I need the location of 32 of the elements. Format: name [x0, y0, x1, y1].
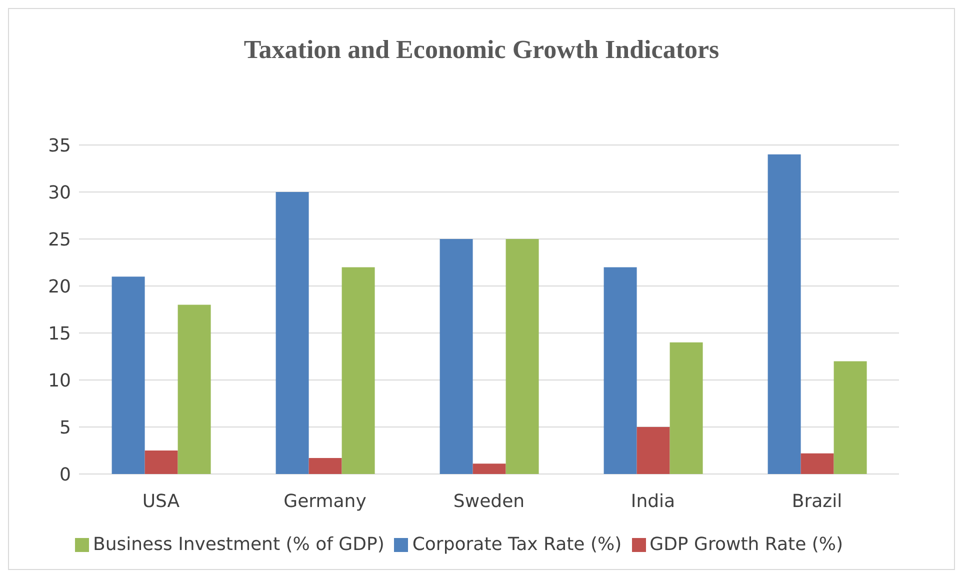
legend-label: Corporate Tax Rate (%) — [412, 534, 622, 555]
x-tick-label: Sweden — [453, 490, 525, 512]
y-tick-label: 35 — [48, 135, 71, 156]
x-tick-label: USA — [142, 490, 180, 512]
bar — [636, 427, 670, 474]
bar — [472, 464, 506, 474]
x-tick-label: India — [630, 490, 676, 512]
chart-title: Taxation and Economic Growth Indicators — [242, 35, 720, 66]
bar — [276, 192, 309, 474]
y-tick-label: 0 — [60, 464, 71, 486]
x-tick-label: Germany — [284, 490, 367, 512]
bar — [440, 239, 473, 474]
bar — [178, 304, 211, 474]
bar — [670, 342, 703, 474]
y-tick-label: 15 — [48, 323, 71, 344]
y-tick-label: 5 — [60, 417, 71, 438]
legend-label: Business Investment (% of GDP) — [92, 534, 384, 555]
bar — [144, 450, 178, 474]
bar — [308, 458, 342, 474]
bar — [342, 267, 375, 474]
bar — [604, 267, 637, 474]
bar — [112, 276, 145, 474]
legend-label: GDP Growth Rate (%) — [650, 534, 844, 555]
y-tick-label: 25 — [48, 229, 71, 250]
y-tick-label: 10 — [48, 370, 71, 392]
y-tick-label: 20 — [48, 276, 71, 298]
x-tick-label: Brazil — [792, 490, 842, 512]
bar — [506, 239, 539, 474]
bar — [834, 361, 867, 474]
bar — [768, 154, 801, 474]
y-tick-label: 30 — [48, 182, 71, 204]
bar — [800, 453, 834, 474]
